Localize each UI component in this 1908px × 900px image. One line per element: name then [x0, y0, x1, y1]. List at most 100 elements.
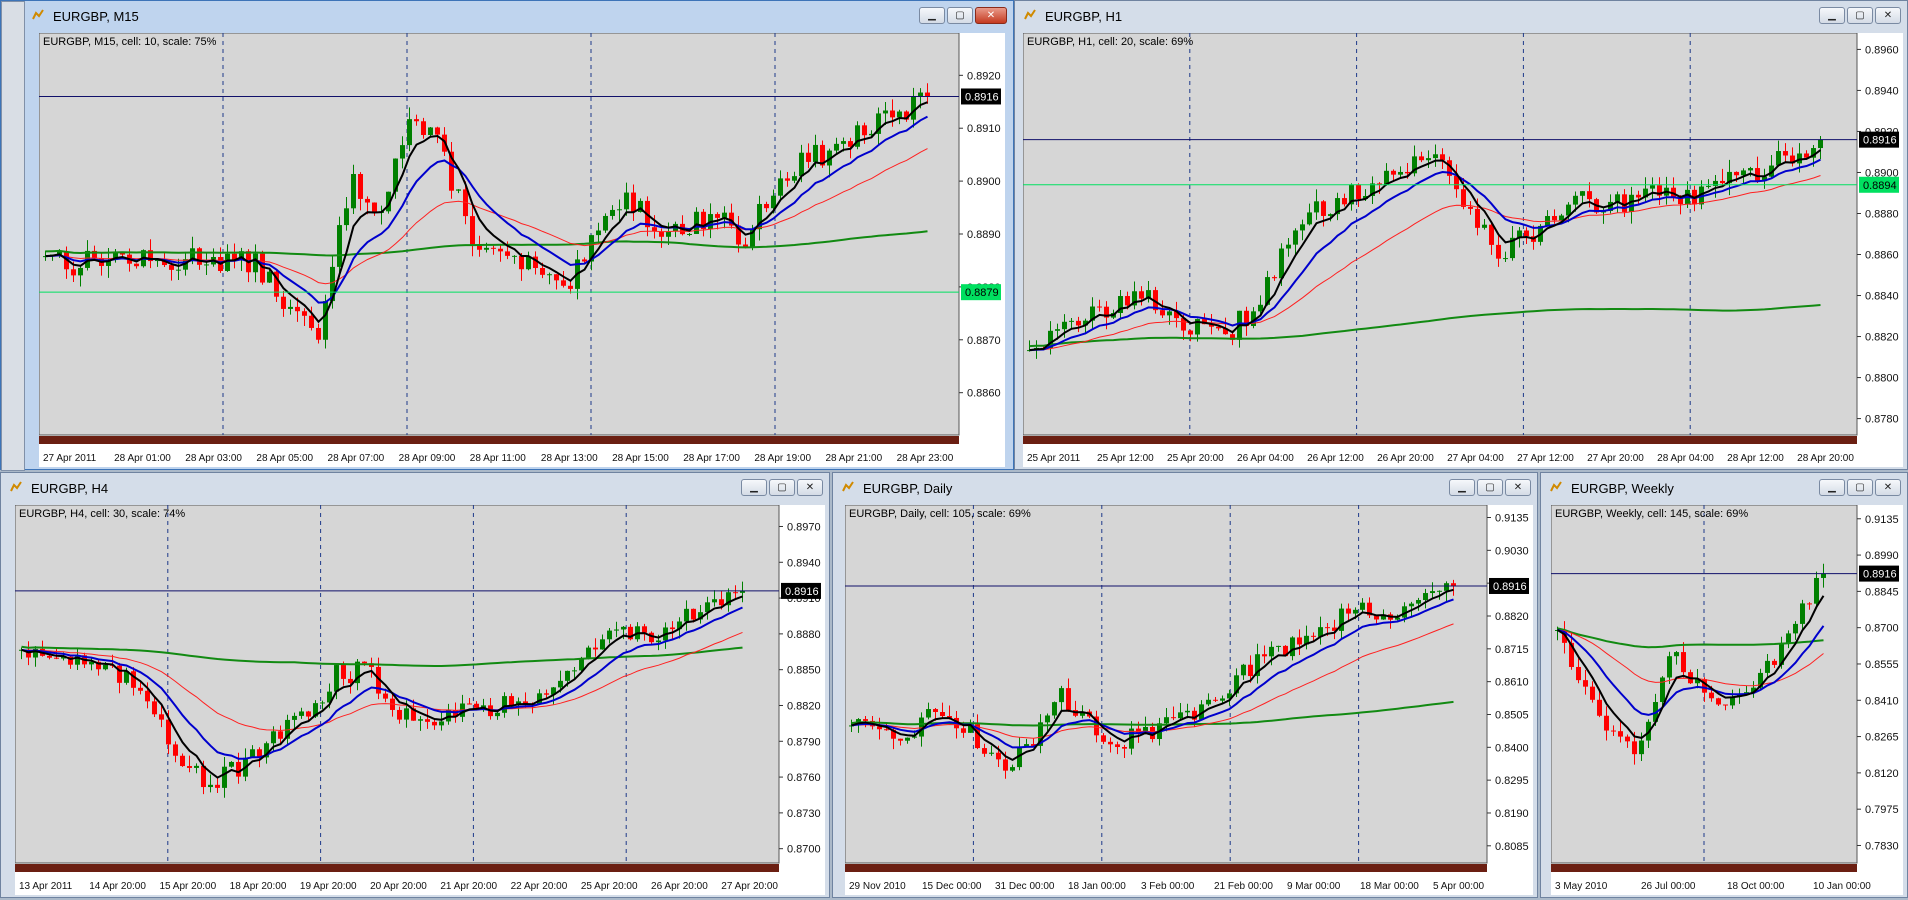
- maximize-button[interactable]: ▢: [947, 7, 973, 24]
- candle-body: [1800, 603, 1805, 624]
- candle-body: [306, 711, 311, 717]
- candle-body: [236, 761, 241, 777]
- chart-area-h4[interactable]: 0.8970 0.8940 0.8910 0.8880 0.8850 0.8820 0.87…: [14, 504, 825, 895]
- window-h1[interactable]: EURGBP, H1 ▁ ▢ ✕ 0.89600.89400.89200.890…: [1014, 0, 1908, 470]
- candle-body: [968, 724, 973, 733]
- candle-body: [173, 744, 178, 756]
- candle-body: [292, 715, 297, 720]
- candle-body: [1419, 156, 1424, 161]
- candle-body: [1094, 716, 1099, 736]
- y-tick-label: 0.8970: [787, 521, 821, 533]
- chart-area-h1[interactable]: 0.89600.89400.89200.89000.88800.88600.88…: [1022, 32, 1903, 467]
- maximize-button[interactable]: ▢: [1847, 479, 1873, 496]
- ma-mid-line: [1557, 625, 1825, 716]
- minimize-button[interactable]: ▁: [1449, 479, 1475, 496]
- plot-area: [38, 32, 960, 436]
- minimize-button[interactable]: ▁: [741, 479, 767, 496]
- titlebar[interactable]: EURGBP, Daily ▁ ▢ ✕: [833, 473, 1537, 503]
- chart-window-icon: [1024, 9, 1036, 20]
- current-price-label: 0.8916: [1863, 135, 1897, 147]
- y-tick-label: 0.8820: [1865, 332, 1899, 344]
- candle-body: [1576, 666, 1581, 681]
- x-tick-label: 31 Dec 00:00: [995, 881, 1055, 892]
- price-label-bg: [1859, 565, 1899, 582]
- candle-body: [876, 113, 881, 134]
- minimize-button[interactable]: ▁: [1819, 7, 1845, 24]
- candle-body: [155, 259, 160, 262]
- candle-body: [376, 666, 381, 694]
- minimize-button[interactable]: ▁: [1819, 479, 1845, 496]
- maximize-button[interactable]: ▢: [1477, 479, 1503, 496]
- y-tick-label: 0.8870: [967, 335, 1001, 347]
- titlebar[interactable]: EURGBP, Weekly ▁ ▢ ✕: [1541, 473, 1907, 503]
- candle-body: [1639, 740, 1644, 755]
- candle-body: [512, 255, 517, 257]
- close-button[interactable]: ✕: [1505, 479, 1531, 496]
- candle-body: [1482, 224, 1487, 228]
- background-window-stub[interactable]: [1, 1, 25, 471]
- candle-body: [1104, 306, 1109, 318]
- candle-body: [869, 133, 874, 136]
- candle-body: [313, 703, 318, 717]
- x-tick-label: 19 Apr 20:00: [300, 881, 357, 892]
- window-weekly[interactable]: EURGBP, Weekly ▁ ▢ ✕ 0.9135 0.8990 0.8845 0…: [1540, 472, 1908, 898]
- window-m15[interactable]: EURGBP, M15 ▁ ▢ ✕ 0.8920 0.8910 0.8900 0.88…: [0, 0, 1014, 471]
- candle-body: [1230, 334, 1235, 340]
- candle-body: [1674, 652, 1679, 657]
- close-button[interactable]: ✕: [1875, 479, 1901, 496]
- candle-body: [1276, 645, 1281, 647]
- candle-body: [208, 784, 213, 788]
- candle-body: [1083, 320, 1088, 326]
- candle-body: [1129, 728, 1134, 749]
- window-daily[interactable]: EURGBP, Daily ▁ ▢ ✕ 0.91350.90300.89250.…: [832, 472, 1538, 898]
- candle-body: [1723, 704, 1728, 706]
- titlebar[interactable]: EURGBP, H4 ▁ ▢ ✕: [1, 473, 829, 503]
- candle-body: [1076, 320, 1081, 326]
- candle-body: [1569, 642, 1574, 667]
- candle-body: [877, 726, 882, 730]
- level-label: 0.8879: [965, 287, 999, 299]
- candle-body: [1660, 677, 1665, 703]
- y-tick-label: 0.9030: [1495, 545, 1529, 557]
- candle-body: [1171, 717, 1176, 719]
- candle-body: [1604, 715, 1609, 731]
- maximize-button[interactable]: ▢: [1847, 7, 1873, 24]
- x-tick-label: 28 Apr 07:00: [328, 453, 385, 464]
- x-tick-label: 28 Apr 05:00: [256, 453, 313, 464]
- candle-body: [1716, 698, 1721, 705]
- candle-body: [1402, 606, 1407, 618]
- ma-fast-line: [1556, 595, 1825, 739]
- indicator-strip: [39, 436, 959, 444]
- candle-body: [138, 687, 143, 691]
- candle-body: [1125, 296, 1130, 306]
- candle-body: [204, 264, 209, 266]
- x-tick-label: 29 Nov 2010: [849, 881, 906, 892]
- candle-body: [729, 212, 734, 226]
- candle-body: [1395, 617, 1400, 620]
- chart-area-daily[interactable]: 0.91350.90300.89250.88200.87150.86100.85…: [844, 504, 1533, 895]
- chart-area-weekly[interactable]: 0.9135 0.8990 0.8845 0.8700 0.8555 0.8410 0.82…: [1550, 504, 1903, 895]
- candle-body: [1241, 664, 1246, 676]
- candle-body: [1667, 656, 1672, 678]
- minimize-button[interactable]: ▁: [919, 7, 945, 24]
- window-h4[interactable]: EURGBP, H4 ▁ ▢ ✕ 0.8970 0.8940 0.8910 0.888…: [0, 472, 830, 898]
- maximize-button[interactable]: ▢: [769, 479, 795, 496]
- close-button[interactable]: ✕: [797, 479, 823, 496]
- titlebar[interactable]: EURGBP, H1 ▁ ▢ ✕: [1015, 1, 1907, 31]
- candle-body: [362, 661, 367, 664]
- x-tick-label: 26 Apr 04:00: [1237, 453, 1294, 464]
- close-button[interactable]: ✕: [1875, 7, 1901, 24]
- candle-body: [1590, 686, 1595, 700]
- level-label-bg: [961, 284, 1001, 301]
- candle-body: [806, 152, 811, 162]
- y-tick-label: 0.8960: [1865, 44, 1899, 56]
- chart-area-m15[interactable]: 0.89200.89100.89000.88900.88800.88700.88…: [38, 32, 1005, 467]
- candle-body: [435, 127, 440, 135]
- titlebar[interactable]: EURGBP, M15 ▁ ▢ ✕: [23, 1, 1013, 31]
- candle-body: [1559, 215, 1564, 221]
- plot-area: [844, 504, 1488, 864]
- candle-body: [407, 119, 412, 146]
- x-tick-label: 26 Apr 20:00: [651, 881, 708, 892]
- close-button[interactable]: ✕: [975, 7, 1007, 24]
- candle-body: [337, 225, 342, 267]
